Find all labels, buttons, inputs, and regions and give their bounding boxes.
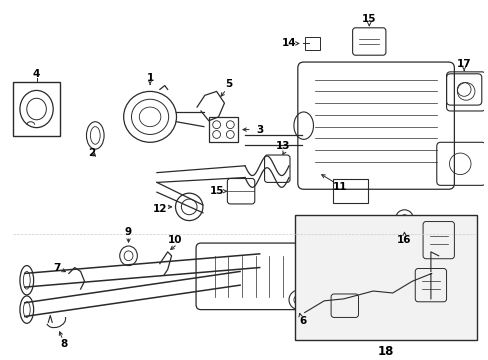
Text: 18: 18 — [377, 345, 393, 358]
Text: 6: 6 — [299, 316, 305, 327]
Text: 7: 7 — [53, 262, 61, 273]
Text: 10: 10 — [168, 235, 183, 245]
Text: 2: 2 — [87, 148, 95, 158]
Bar — [332, 180, 367, 203]
Text: 16: 16 — [396, 235, 411, 245]
Bar — [13, 82, 60, 136]
Bar — [208, 117, 238, 142]
Text: 9: 9 — [125, 227, 132, 237]
Text: 12: 12 — [152, 204, 167, 214]
Bar — [294, 215, 476, 340]
Text: 8: 8 — [60, 339, 67, 349]
Text: 4: 4 — [33, 69, 40, 79]
Text: 3: 3 — [256, 125, 263, 135]
Bar — [304, 37, 320, 50]
Text: 17: 17 — [456, 59, 470, 69]
Text: 14: 14 — [281, 39, 296, 49]
Text: 1: 1 — [146, 73, 153, 83]
Text: 11: 11 — [332, 182, 346, 192]
Text: 5: 5 — [224, 78, 231, 89]
Text: 13: 13 — [275, 141, 290, 151]
Text: 15: 15 — [361, 14, 376, 24]
Text: 15: 15 — [209, 186, 224, 196]
